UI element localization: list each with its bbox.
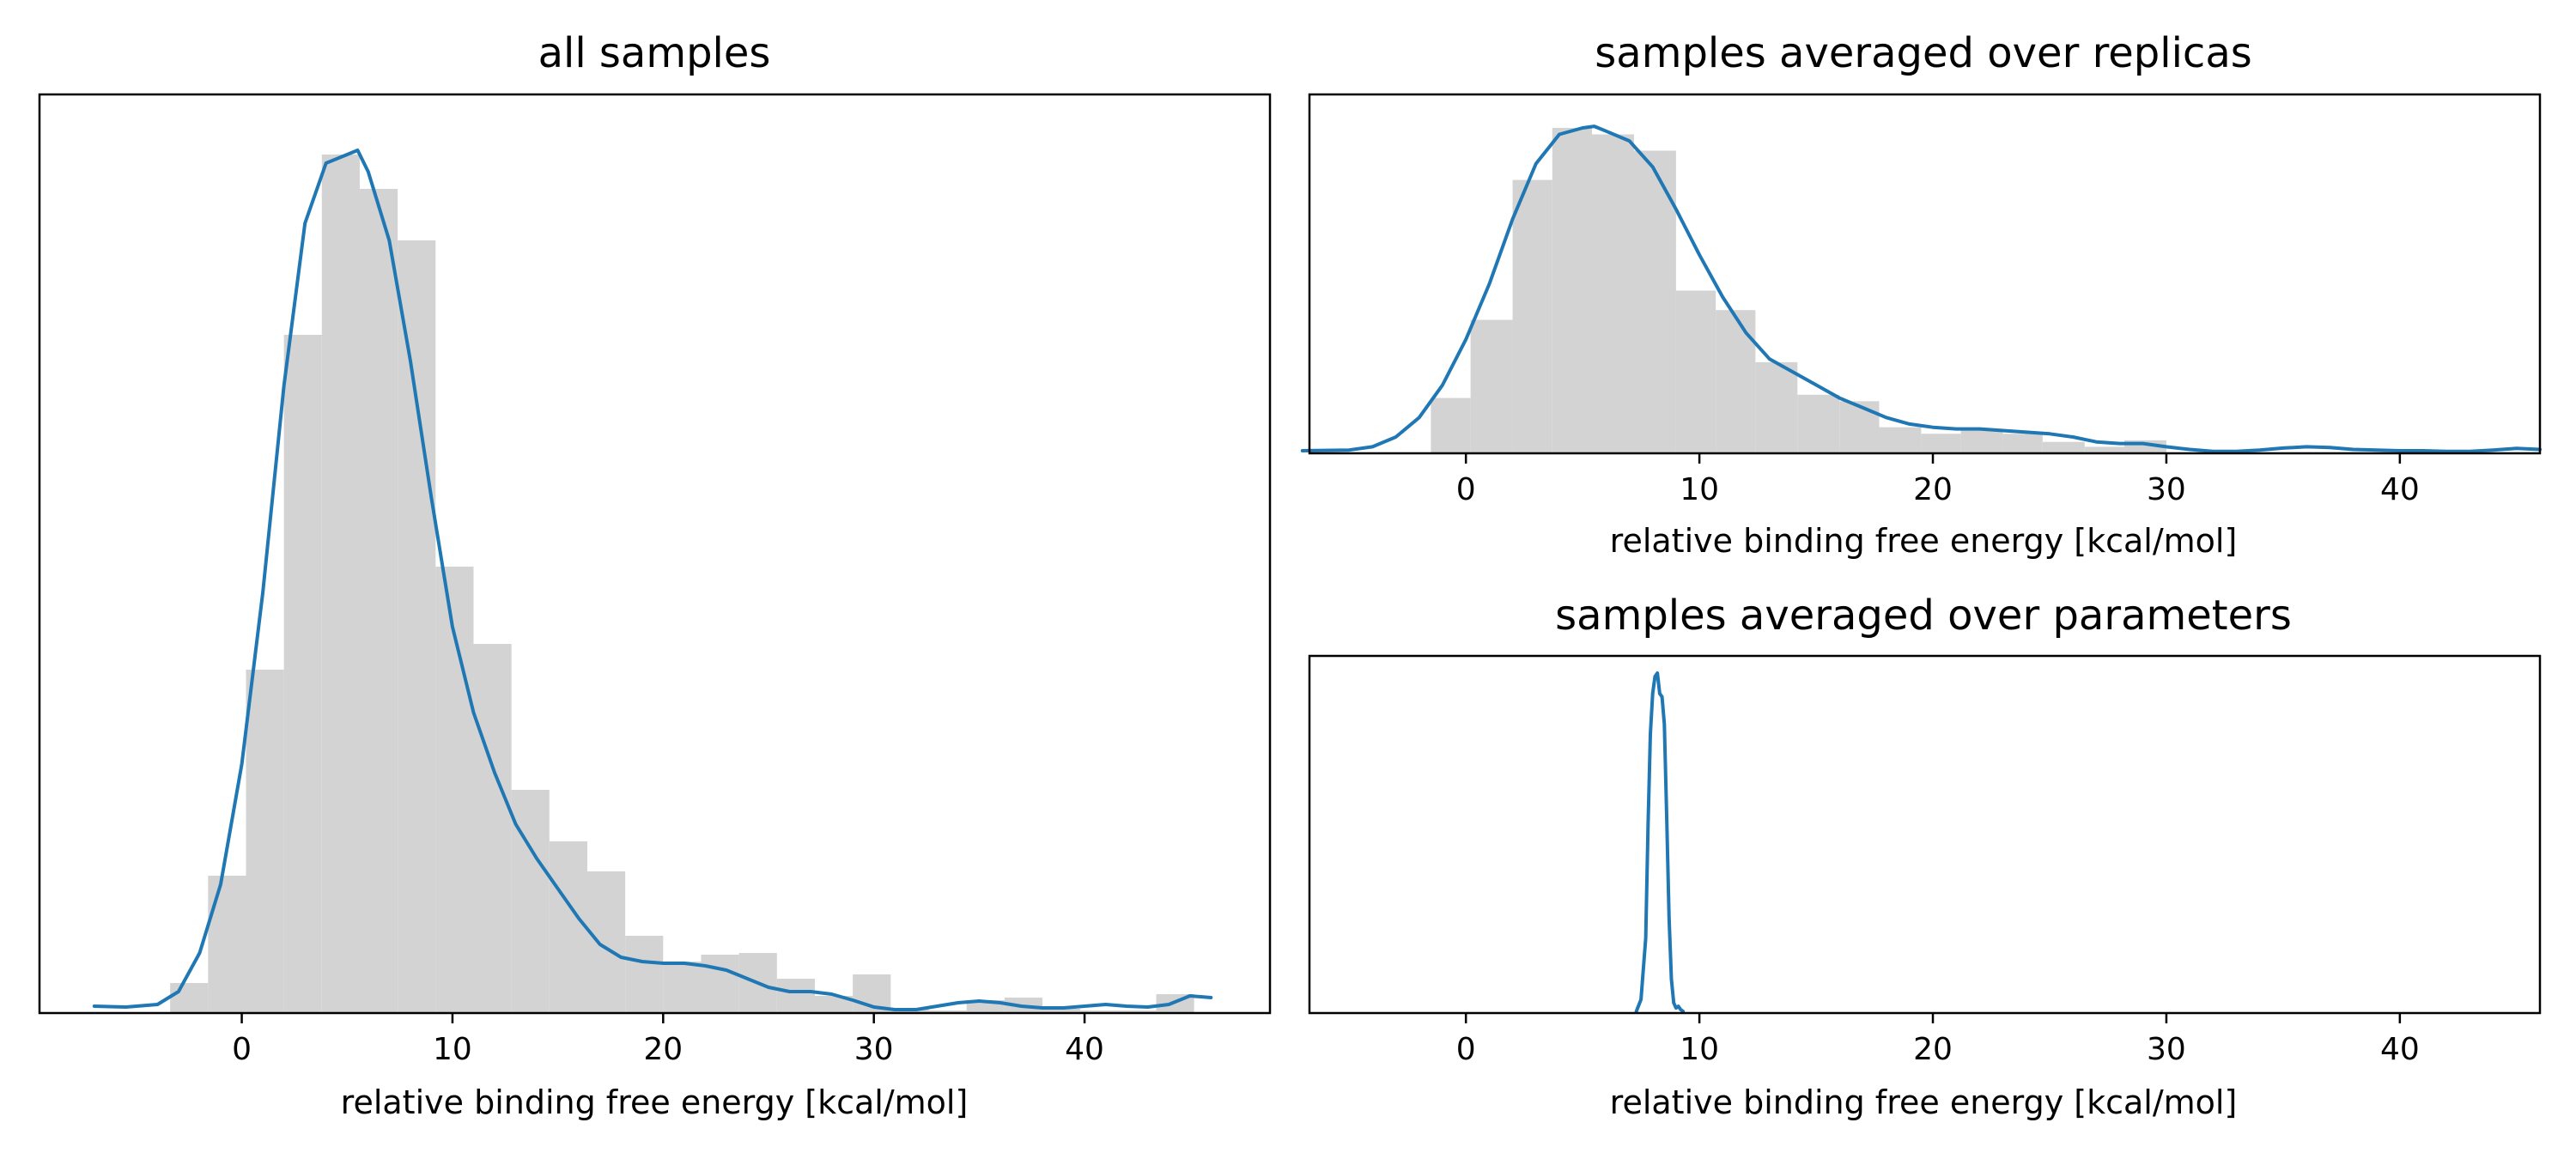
histogram-bar [1633, 150, 1676, 453]
x-tick-label: 0 [1456, 472, 1476, 507]
panel-all-samples: all samples 0 10 20 30 40 relative binding f… [38, 29, 1272, 1121]
plot-area [92, 149, 1213, 1013]
x-ticks: 0 10 20 30 40 [1456, 1013, 2420, 1067]
histogram-bar [2084, 446, 2124, 453]
panel-title: samples averaged over parameters [1555, 592, 2292, 640]
histogram-bar [814, 996, 854, 1013]
histogram-bar [1470, 319, 1513, 453]
x-tick-label: 20 [643, 1032, 683, 1067]
plot-area [1634, 671, 1686, 1013]
x-tick-label: 0 [232, 1032, 252, 1067]
histogram-bar [2042, 441, 2085, 453]
histogram-bar [1797, 394, 1840, 453]
histogram-bar [1675, 290, 1716, 453]
kde-curve [1300, 124, 2542, 453]
histogram-bar [1118, 1010, 1157, 1013]
panel-title: samples averaged over replicas [1595, 29, 2251, 77]
panel-title: all samples [538, 29, 771, 77]
histogram-bar [625, 936, 664, 1013]
histogram-bar [1592, 134, 1634, 454]
x-ticks: 0 10 20 30 40 [232, 1013, 1104, 1067]
histogram-bar [1960, 430, 2003, 453]
histogram-bar [776, 979, 815, 1013]
histogram-bar [1921, 434, 1961, 453]
x-tick-label: 30 [854, 1032, 894, 1067]
x-tick-label: 40 [2380, 472, 2420, 507]
histogram-bar [1839, 401, 1880, 453]
plot-area [1300, 124, 2542, 454]
histogram-bar [283, 335, 322, 1013]
x-axis-label: relative binding free energy [kcal/mol] [1610, 1083, 2238, 1121]
x-tick-label: 30 [2147, 1032, 2186, 1067]
histogram-bar [701, 955, 739, 1013]
kde-curve [1634, 671, 1686, 1013]
histogram-bar [1879, 427, 1922, 453]
histogram-bar [1512, 179, 1552, 453]
histogram-bar [246, 670, 284, 1013]
histogram-bar [586, 871, 626, 1013]
histogram-bar [549, 841, 587, 1013]
x-tick-label: 20 [1913, 1032, 1953, 1067]
x-ticks: 0 10 20 30 40 [1456, 453, 2420, 507]
axes-frame [1308, 93, 2542, 455]
histogram-bar [663, 962, 702, 1013]
panel-averaged-over-parameters: samples averaged over parameters 0 10 20 30… [1308, 592, 2542, 1121]
x-axis-label: relative binding free energy [kcal/mol] [341, 1083, 969, 1121]
histogram-bar [359, 189, 398, 1013]
x-tick-label: 30 [2147, 472, 2186, 507]
histogram-bar [170, 983, 209, 1013]
axes-frame [38, 93, 1272, 1015]
histogram-bar [928, 1010, 967, 1013]
histogram-bar [1431, 397, 1471, 453]
kde-curve [92, 149, 1213, 1011]
histogram-bar [1755, 361, 1798, 453]
x-tick-label: 10 [433, 1032, 472, 1067]
histogram-bar [1552, 127, 1593, 453]
histogram-bar [1080, 1010, 1119, 1013]
panel-averaged-over-replicas: samples averaged over replicas 0 10 20 30 40… [1300, 29, 2542, 560]
histogram-bar [473, 644, 512, 1013]
x-tick-label: 0 [1456, 1032, 1476, 1067]
histogram-bar [1042, 1009, 1081, 1013]
x-tick-label: 20 [1913, 472, 1953, 507]
x-tick-label: 10 [1680, 472, 1719, 507]
x-axis-label: relative binding free energy [kcal/mol] [1610, 522, 2238, 560]
histogram-bar [398, 240, 436, 1013]
x-tick-label: 40 [1065, 1032, 1104, 1067]
x-tick-label: 10 [1680, 1032, 1719, 1067]
axes-frame [1308, 654, 2542, 1015]
histogram-bar [2002, 434, 2043, 453]
histogram-bar [321, 155, 360, 1013]
histogram-bar [1716, 310, 1756, 453]
x-tick-label: 40 [2380, 1032, 2420, 1067]
histogram-bar [208, 876, 246, 1013]
